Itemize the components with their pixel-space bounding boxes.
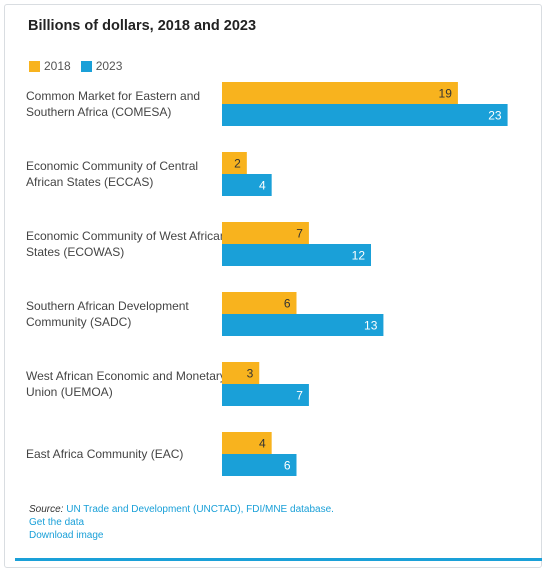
bar-value-label: 3	[247, 367, 254, 381]
bar-2023	[222, 384, 309, 406]
bar-2023	[222, 104, 508, 126]
bar-2023	[222, 244, 371, 266]
category-label: Common Market for Eastern and Southern Af…	[26, 89, 200, 119]
legend-label-2023: 2023	[95, 59, 123, 73]
source-prefix: Source:	[29, 504, 64, 515]
bar-value-label: 12	[352, 249, 366, 263]
bar-2023	[222, 174, 272, 196]
legend-swatch-2023	[80, 60, 92, 72]
bar-value-label: 2	[234, 157, 241, 171]
bar-2018	[222, 292, 297, 314]
bar-2023	[222, 454, 297, 476]
bar-2023	[222, 314, 384, 336]
bar-value-label: 7	[296, 389, 303, 403]
bar-value-label: 4	[259, 179, 266, 193]
bar-value-label: 7	[296, 227, 303, 241]
get-data-link[interactable]: Get the data	[29, 517, 85, 528]
bar-value-label: 19	[439, 87, 453, 101]
legend-item-2018: 2018	[29, 59, 71, 73]
category-label: Economic Community of Central African Sta…	[26, 159, 198, 189]
bar-2018	[222, 222, 309, 244]
bar-2018	[222, 82, 458, 104]
legend-label-2018: 2018	[44, 59, 71, 73]
source-link[interactable]: UN Trade and Development (UNCTAD), FDI/M…	[66, 504, 334, 515]
category-label: East Africa Community (EAC)	[26, 447, 183, 461]
legend: 2018 2023	[29, 59, 132, 73]
download-image-link[interactable]: Download image	[29, 530, 104, 541]
bar-value-label: 6	[284, 459, 291, 473]
bar-2018	[222, 432, 272, 454]
bar-value-label: 6	[284, 297, 291, 311]
chart-title: Billions of dollars, 2018 and 2023	[28, 18, 257, 34]
bar-2018	[222, 152, 247, 174]
bar-value-label: 13	[364, 319, 378, 333]
bar-value-label: 4	[259, 437, 266, 451]
category-label: West African Economic and Monetary Union …	[26, 369, 226, 399]
bar-2018	[222, 362, 260, 384]
category-label: Economic Community of West African States…	[26, 229, 227, 259]
bar-value-label: 23	[488, 109, 502, 123]
source-block: Source: UN Trade and Development (UNCTAD…	[29, 503, 334, 542]
category-label: Southern African Development Community (S…	[26, 299, 189, 329]
legend-swatch-2018	[29, 60, 40, 72]
bottom-accent-bar	[15, 558, 542, 561]
legend-item-2023: 2023	[80, 59, 123, 73]
